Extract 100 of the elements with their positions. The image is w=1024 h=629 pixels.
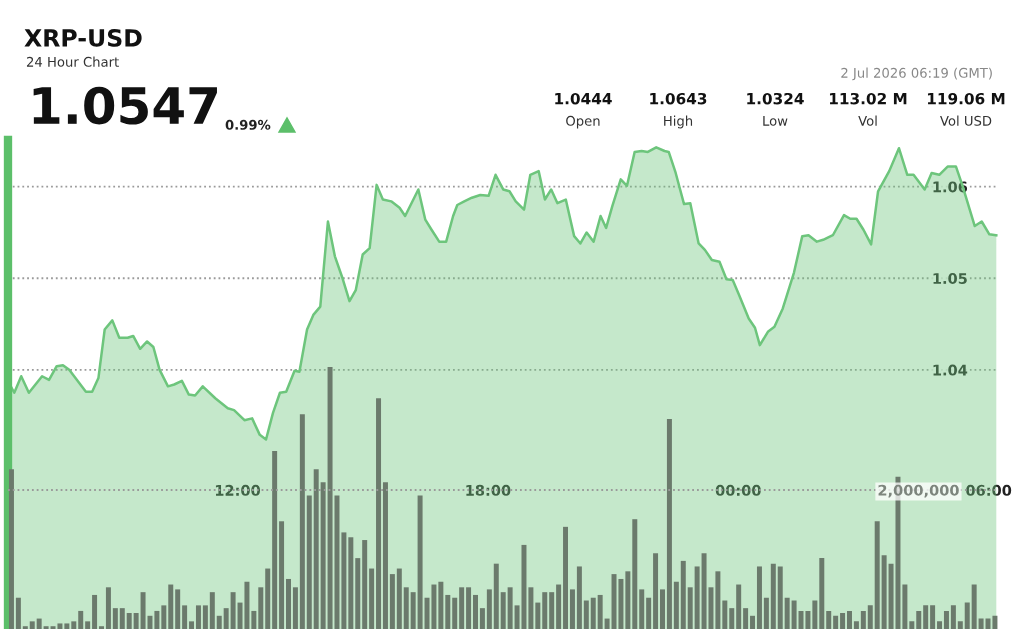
bar: [71, 621, 77, 629]
bar: [320, 482, 326, 629]
bar: [847, 610, 852, 629]
bar: [909, 621, 915, 629]
bar: [299, 414, 305, 629]
bar: [569, 589, 575, 629]
bar: [833, 615, 839, 629]
bar: [99, 626, 104, 629]
bar: [666, 419, 672, 629]
bar: [369, 568, 375, 629]
text: High: [664, 115, 693, 129]
bar: [923, 605, 929, 629]
bar: [950, 605, 956, 629]
chart-subtitle: 24 Hour Chart: [26, 56, 119, 67]
bar: [625, 571, 631, 629]
bar: [583, 600, 589, 629]
bar: [473, 594, 478, 629]
bar: [971, 584, 977, 629]
bar: [500, 592, 506, 629]
x-tick-label: 00:00: [715, 484, 761, 496]
bar: [452, 597, 458, 629]
x-tick-label: 18:00: [466, 484, 511, 496]
bar: [119, 608, 125, 629]
text: 0.99%: [225, 119, 271, 130]
bar: [507, 587, 513, 629]
bar: [15, 597, 21, 629]
bar: [853, 621, 859, 629]
bar: [653, 553, 659, 629]
bar: [646, 597, 652, 629]
bar: [410, 592, 416, 629]
bar: [168, 584, 174, 629]
bar: [29, 621, 35, 629]
text: 1.0324: [747, 92, 804, 105]
bar: [639, 589, 645, 629]
bar: [479, 608, 485, 629]
bar: [736, 584, 742, 629]
bar: [763, 597, 769, 629]
bar: [202, 605, 208, 629]
text: 1.0444: [555, 92, 612, 105]
bar: [604, 618, 610, 629]
bar: [216, 615, 222, 629]
bar: [376, 398, 382, 629]
bar: [341, 532, 347, 629]
bar: [348, 537, 354, 629]
bar: [493, 563, 499, 629]
bar: [306, 495, 312, 629]
bar: [576, 566, 582, 629]
bar: [189, 621, 195, 629]
bar: [272, 451, 278, 629]
text: 2 Jul 2026 06:19 (GMT): [841, 67, 992, 81]
bar: [535, 602, 541, 629]
bar: [660, 589, 665, 629]
bar: [292, 587, 298, 629]
bar: [756, 566, 762, 629]
bar: [438, 581, 444, 629]
bar: [673, 581, 679, 629]
bar: [867, 605, 873, 629]
bar: [528, 587, 534, 629]
bar: [743, 608, 749, 629]
bar: [389, 574, 395, 629]
bar: [750, 615, 756, 629]
bar: [355, 558, 361, 629]
bar: [777, 566, 783, 629]
text: 119.06 M: [927, 92, 1005, 105]
text: Vol USD: [940, 115, 992, 126]
bar: [279, 521, 285, 629]
bar: [251, 610, 257, 629]
bar: [549, 592, 555, 629]
bar: [64, 623, 70, 629]
bar: [223, 608, 229, 629]
bar: [182, 605, 188, 629]
bar: [286, 578, 291, 629]
bar: [396, 568, 402, 629]
bar: [729, 608, 735, 629]
bar: [680, 560, 686, 629]
bar: [770, 563, 776, 629]
bar: [812, 600, 818, 629]
y-tick-label: 1.04: [933, 364, 968, 376]
bar: [819, 558, 825, 629]
bar: [445, 594, 451, 629]
bar: [597, 594, 603, 629]
bar: [964, 602, 970, 629]
bar: [694, 566, 700, 629]
text: 1.0547: [33, 86, 217, 125]
bar: [313, 469, 319, 629]
bar: [92, 594, 98, 629]
chart-title: XRP-USD: [24, 28, 142, 47]
bar: [860, 610, 866, 629]
bar: [22, 626, 28, 629]
bar: [784, 597, 790, 629]
bar: [791, 600, 797, 629]
bar: [916, 610, 922, 629]
bar: [722, 600, 728, 629]
bar: [112, 608, 118, 629]
bar: [85, 621, 91, 629]
bar: [556, 584, 562, 629]
bar: [195, 605, 201, 629]
text: Vol: [858, 115, 877, 126]
y-tick-label: 1.05: [933, 272, 967, 285]
bar: [126, 613, 132, 629]
